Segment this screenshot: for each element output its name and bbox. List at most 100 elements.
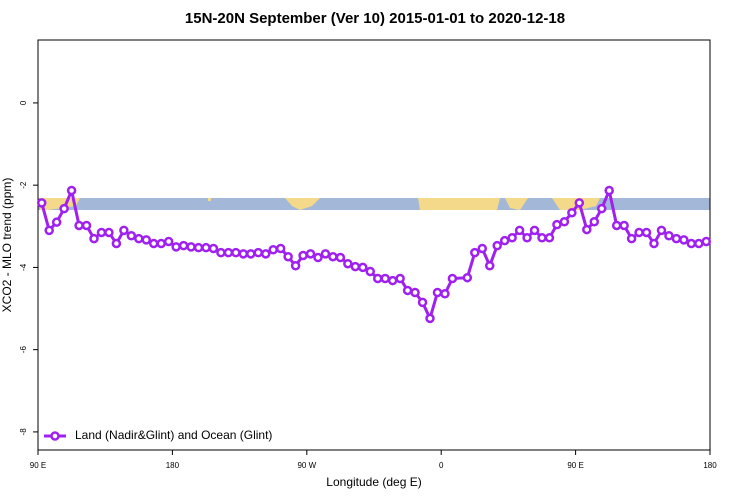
- data-point: [350, 261, 361, 272]
- data-point: [365, 266, 376, 277]
- data-point: [649, 238, 659, 249]
- x-axis-label: Longitude (deg E): [326, 475, 421, 489]
- data-point: [410, 287, 420, 298]
- y-tick-label: -8: [19, 428, 28, 436]
- data-point: [686, 238, 697, 249]
- data-point: [275, 243, 286, 254]
- x-tick-label: 180: [166, 461, 180, 470]
- data-point: [514, 225, 525, 236]
- data-point: [163, 236, 174, 247]
- y-tick-label: 0: [19, 100, 28, 105]
- x-tick-label: 0: [439, 461, 444, 470]
- data-point: [656, 225, 667, 236]
- data-point: [89, 233, 99, 244]
- x-tick-label: 90 E: [567, 461, 583, 470]
- data-point: [51, 217, 62, 227]
- data-point: [671, 233, 682, 244]
- data-point: [596, 203, 607, 214]
- data-point: [440, 288, 450, 299]
- data-point: [679, 235, 689, 245]
- data-point: [231, 247, 241, 258]
- data-point: [59, 203, 69, 214]
- data-point: [186, 242, 196, 252]
- data-point: [74, 220, 84, 231]
- data-point: [193, 242, 204, 253]
- data-point: [156, 238, 166, 249]
- data-point: [380, 273, 390, 284]
- data-point: [559, 217, 570, 227]
- data-point: [582, 224, 592, 235]
- data-point: [328, 251, 338, 262]
- data-point: [253, 247, 264, 258]
- data-point: [664, 230, 674, 241]
- data-point: [358, 262, 368, 273]
- data-point: [626, 233, 637, 244]
- data-point: [432, 287, 443, 298]
- plot-frame: [37, 39, 711, 451]
- y-axis-label: XCO2 - MLO trend (ppm): [0, 178, 14, 313]
- data-point: [477, 243, 488, 254]
- data-point: [44, 225, 54, 236]
- data-point: [216, 247, 226, 258]
- data-point: [387, 275, 398, 286]
- data-point: [238, 249, 249, 259]
- data-point: [529, 225, 540, 236]
- data-point: [148, 238, 159, 249]
- data-point: [417, 297, 428, 308]
- x-tick-label: 90 E: [30, 461, 46, 470]
- data-point: [492, 240, 502, 251]
- data-point: [522, 233, 532, 243]
- data-point: [178, 240, 189, 251]
- data-point: [507, 233, 517, 243]
- data-point: [701, 236, 712, 247]
- x-tick-label: 180: [703, 461, 717, 470]
- data-point: [574, 198, 585, 208]
- data-point: [462, 272, 473, 283]
- data-point: [104, 227, 114, 238]
- data-point: [372, 273, 383, 284]
- data-point: [447, 273, 458, 284]
- data-point: [544, 233, 555, 243]
- data-point: [425, 313, 435, 324]
- data-point: [283, 251, 293, 262]
- data-point: [694, 238, 704, 249]
- data-point: [111, 238, 122, 249]
- data-point: [268, 244, 278, 255]
- legend-label: Land (Nadir&Glint) and Ocean (Glint): [75, 428, 272, 442]
- data-point: [589, 217, 600, 227]
- data-point: [134, 233, 144, 244]
- data-point: [171, 242, 181, 252]
- data-point: [223, 247, 234, 258]
- y-tick-label: -6: [19, 346, 28, 354]
- data-point: [208, 243, 219, 254]
- data-point: [402, 285, 413, 296]
- x-tick-label: 90 W: [297, 461, 316, 470]
- data-point: [611, 220, 622, 231]
- data-point: [313, 252, 323, 263]
- map-strip: [38, 198, 710, 210]
- data-point: [499, 235, 510, 246]
- data-point: [260, 249, 271, 259]
- data-point: [320, 249, 331, 259]
- data-point: [634, 227, 644, 238]
- data-point: [305, 249, 316, 259]
- data-point: [604, 185, 614, 196]
- data-point: [537, 233, 547, 243]
- data-point: [484, 261, 495, 271]
- data-point: [246, 249, 256, 259]
- y-tick-label: -2: [19, 181, 28, 189]
- data-point: [201, 242, 211, 253]
- data-point: [119, 225, 129, 236]
- data-point: [552, 219, 562, 230]
- data-point: [641, 227, 652, 238]
- data-point: [96, 227, 107, 238]
- data-point: [470, 247, 480, 258]
- data-point: [343, 258, 353, 269]
- data-point: [36, 198, 47, 208]
- chart-title: 15N-20N September (Ver 10) 2015-01-01 to…: [185, 10, 565, 27]
- data-point: [567, 207, 577, 218]
- data-point: [298, 250, 308, 261]
- data-point: [66, 185, 77, 196]
